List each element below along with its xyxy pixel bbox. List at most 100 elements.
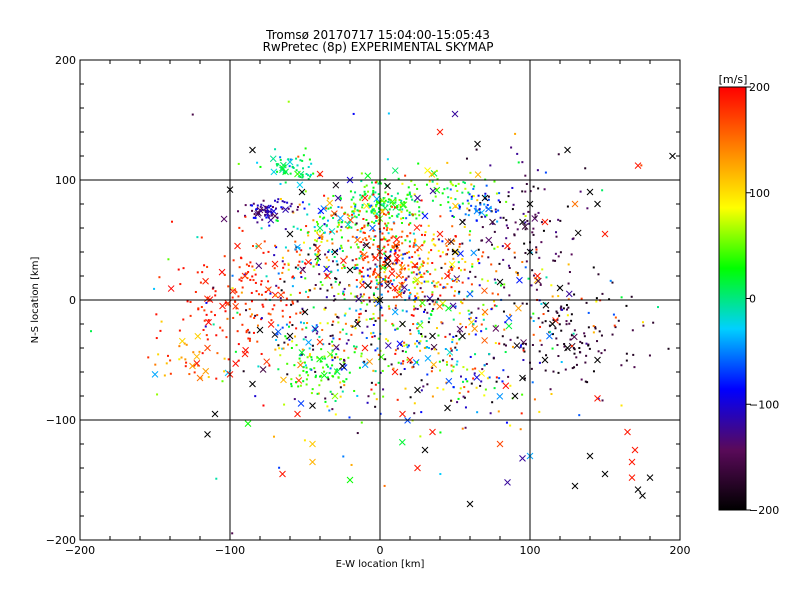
scatter-point-dot <box>407 186 410 189</box>
scatter-point-dot <box>227 303 230 306</box>
scatter-point-dot <box>183 342 186 345</box>
scatter-point-dot <box>397 177 400 180</box>
scatter-point-dot <box>350 324 353 327</box>
scatter-point-dot <box>508 266 511 269</box>
scatter-point-x <box>466 500 474 508</box>
scatter-point-dot <box>439 283 442 286</box>
scatter-point-dot <box>543 188 546 191</box>
scatter-point-dot <box>467 214 470 217</box>
scatter-point-dot <box>522 347 525 350</box>
scatter-point-dot <box>329 206 332 209</box>
scatter-point-dot <box>256 161 259 164</box>
scatter-point-dot <box>418 210 421 213</box>
scatter-point-dot <box>421 260 424 263</box>
scatter-point-dot <box>256 221 259 224</box>
scatter-point-dot <box>399 205 402 208</box>
scatter-point-dot <box>361 331 364 334</box>
scatter-point-dot <box>418 267 421 270</box>
scatter-point-dot <box>340 246 343 249</box>
scatter-point-dot <box>423 240 426 243</box>
scatter-point-dot <box>317 259 320 262</box>
scatter-point-dot <box>531 381 534 384</box>
scatter-point-dot <box>540 221 543 224</box>
scatter-point-dot <box>511 208 514 211</box>
scatter-point-dot <box>327 259 330 262</box>
scatter-point-dot <box>343 349 346 352</box>
scatter-point-dot <box>400 261 403 264</box>
scatter-point-dot <box>489 164 492 167</box>
scatter-point-x <box>388 270 396 277</box>
scatter-point-dot <box>427 321 430 324</box>
scatter-point-dot <box>342 455 345 458</box>
scatter-point-dot <box>505 237 508 240</box>
scatter-point-dot <box>296 208 299 211</box>
scatter-point-dot <box>534 216 537 219</box>
scatter-point-dot <box>280 206 283 209</box>
scatter-point-dot <box>277 198 280 201</box>
scatter-point-dot <box>426 262 429 265</box>
scatter-point-dot <box>285 337 288 340</box>
scatter-point-dot <box>368 300 371 303</box>
scatter-point-dot <box>522 359 525 362</box>
scatter-point-dot <box>325 224 328 227</box>
scatter-point-dot <box>307 374 310 377</box>
scatter-point-dot <box>432 308 435 311</box>
scatter-point-x <box>504 242 511 250</box>
scatter-point-dot <box>412 280 415 283</box>
scatter-point-dot <box>596 340 599 343</box>
scatter-point-dot <box>268 224 271 227</box>
scatter-point-dot <box>428 303 431 306</box>
scatter-point-dot <box>226 317 229 320</box>
scatter-point-dot <box>235 307 238 310</box>
scatter-point-dot <box>326 376 329 379</box>
scatter-point-dot <box>413 308 416 311</box>
scatter-point-dot <box>305 326 308 329</box>
scatter-point-dot <box>291 165 294 168</box>
scatter-point-dot <box>301 159 304 162</box>
scatter-point-dot <box>450 399 453 402</box>
scatter-point-x <box>241 272 249 280</box>
scatter-point-dot <box>401 275 404 278</box>
scatter-point-dot <box>260 352 263 355</box>
scatter-point-dot <box>375 219 378 222</box>
scatter-point-dot <box>373 392 376 395</box>
scatter-point-dot <box>330 271 333 274</box>
scatter-point-dot <box>275 284 278 287</box>
scatter-point-dot <box>449 180 452 183</box>
scatter-point-x <box>286 230 294 238</box>
scatter-point-dot <box>431 366 434 369</box>
scatter-point-dot <box>299 354 302 357</box>
scatter-point-dot <box>608 298 611 301</box>
scatter-point-dot <box>414 307 417 310</box>
scatter-point-dot <box>457 292 460 295</box>
scatter-point-dot <box>308 203 311 206</box>
scatter-point-dot <box>319 211 322 214</box>
scatter-point-dot <box>340 244 343 247</box>
scatter-point-dot <box>493 278 496 281</box>
scatter-point-dot <box>464 326 467 329</box>
scatter-point-dot <box>256 340 259 343</box>
scatter-point-dot <box>406 358 409 361</box>
scatter-point-dot <box>503 286 506 289</box>
scatter-point-dot <box>362 217 365 220</box>
scatter-point-dot <box>631 329 634 332</box>
scatter-point-x <box>481 194 489 202</box>
scatter-point-x <box>601 230 609 238</box>
scatter-point-dot <box>300 353 303 356</box>
scatter-point-dot <box>273 267 276 270</box>
colorbar-tick-label: 0 <box>749 293 756 306</box>
scatter-point-dot <box>503 283 506 286</box>
scatter-point-dot <box>552 319 555 322</box>
scatter-point-dot <box>504 351 507 354</box>
scatter-point-dot <box>400 235 403 238</box>
scatter-point-dot <box>323 355 326 358</box>
scatter-point-dot <box>372 208 375 211</box>
scatter-point-dot <box>404 252 407 255</box>
scatter-point-dot <box>372 239 375 242</box>
scatter-point-dot <box>327 207 330 210</box>
scatter-point-dot <box>388 208 391 211</box>
scatter-point-dot <box>279 182 282 185</box>
scatter-point-dot <box>298 260 301 263</box>
scatter-point-dot <box>487 256 490 259</box>
scatter-point-dot <box>157 353 160 356</box>
